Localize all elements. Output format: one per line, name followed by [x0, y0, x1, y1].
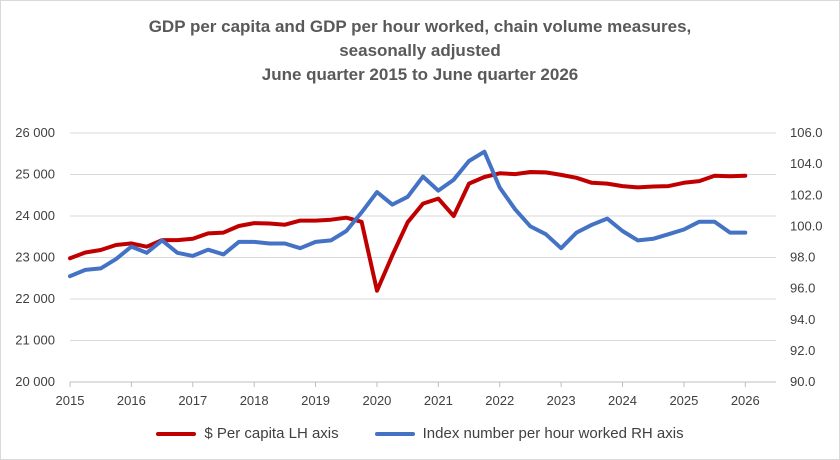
y-left-tick-label: 21 000	[15, 333, 55, 348]
y-right-tick-label: 106.0	[790, 125, 823, 140]
line-chart: 20 000 21 000 22 000 23 000 24 000 25 000 26 0…	[15, 125, 823, 408]
legend-label-per-hour: Index number per hour worked RH axis	[422, 425, 684, 442]
y-left-tick-label: 26 000	[15, 125, 55, 140]
chart-title: GDP per capita and GDP per hour worked, …	[1, 15, 839, 87]
x-tick-label: 2018	[240, 393, 269, 408]
y-right-tick-label: 98.0	[790, 250, 815, 265]
y-right-tick-label: 102.0	[790, 187, 823, 202]
legend-label-per-capita: $ Per capita LH axis	[204, 425, 339, 442]
series-line-per-hour	[68, 149, 748, 279]
x-tick-label: 2025	[669, 393, 698, 408]
x-tick-label: 2023	[547, 393, 576, 408]
legend-item-per-capita: $ Per capita LH axis	[156, 425, 339, 442]
title-line-2: seasonally adjusted	[339, 41, 501, 60]
x-tick-label: 2020	[362, 393, 391, 408]
y-right-tick-label: 92.0	[790, 343, 815, 358]
series-line-per-capita	[68, 170, 748, 293]
y-left-tick-label: 22 000	[15, 291, 55, 306]
x-tick-label: 2016	[117, 393, 146, 408]
y-right-tick-label: 100.0	[790, 218, 823, 233]
title-line-3: June quarter 2015 to June quarter 2026	[261, 65, 579, 84]
x-tick-label: 2026	[731, 393, 760, 408]
y-left-tick-label: 25 000	[15, 167, 55, 182]
x-tick-label: 2022	[485, 393, 514, 408]
x-tick-label: 2017	[178, 393, 207, 408]
legend-swatch-per-hour	[374, 431, 415, 436]
y-left-tick-label: 23 000	[15, 250, 55, 265]
y-right-tick-label: 94.0	[790, 312, 815, 327]
y-left-tick-label: 20 000	[15, 374, 55, 389]
x-tick-label: 2015	[56, 393, 85, 408]
x-tick-label: 2024	[608, 393, 637, 408]
x-tick-label: 2019	[301, 393, 330, 408]
y-left-tick-label: 24 000	[15, 208, 55, 223]
title-line-1: GDP per capita and GDP per hour worked, …	[148, 17, 692, 36]
y-right-tick-label: 90.0	[790, 374, 815, 389]
legend: $ Per capita LH axis Index number per ho…	[1, 425, 839, 442]
x-tick-label: 2021	[424, 393, 453, 408]
legend-item-per-hour: Index number per hour worked RH axis	[374, 425, 684, 442]
y-right-tick-label: 96.0	[790, 281, 815, 296]
y-right-tick-label: 104.0	[790, 156, 823, 171]
legend-swatch-per-capita	[156, 431, 197, 436]
